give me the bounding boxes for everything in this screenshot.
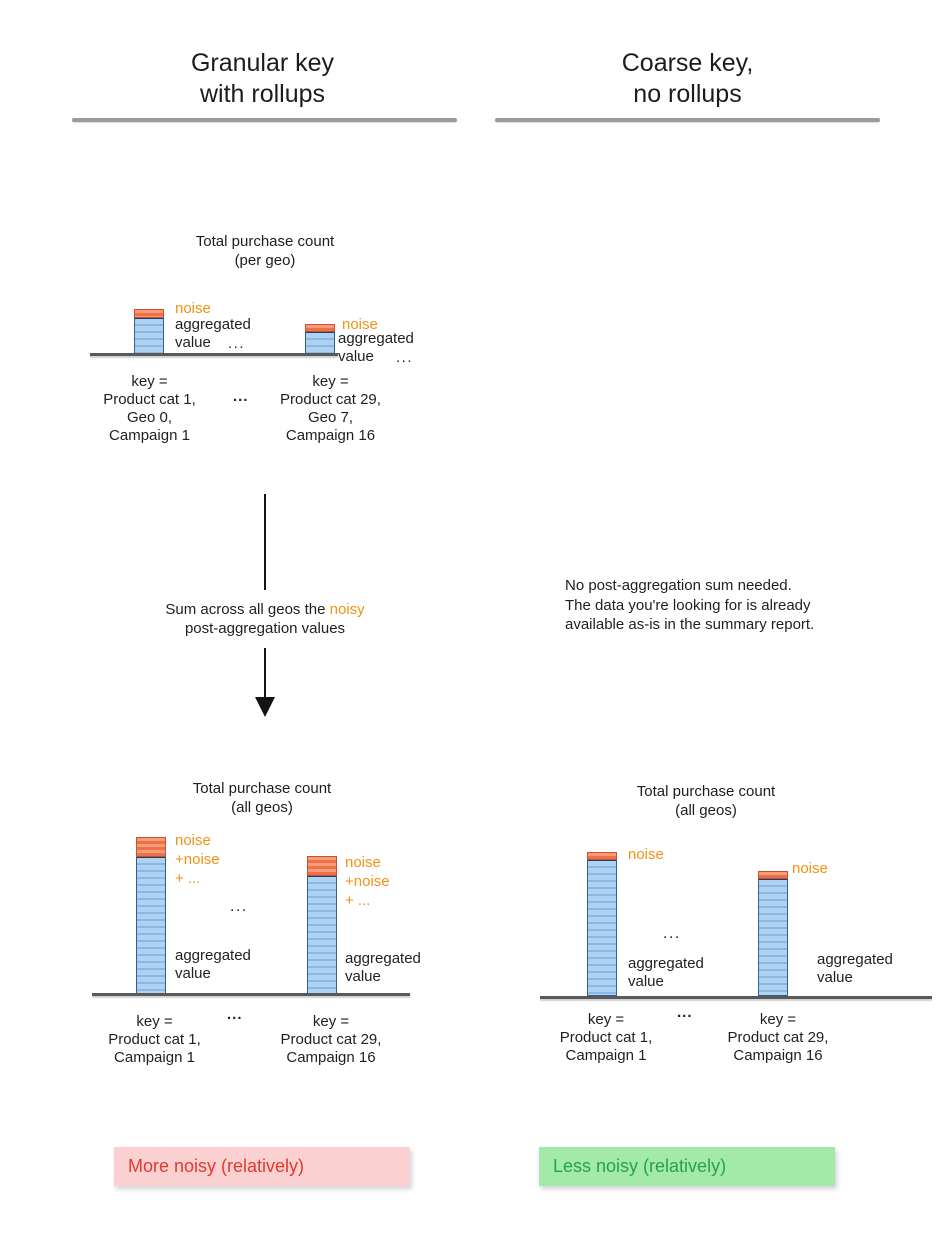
coarse-keys-ellipsis: ... [677, 1004, 693, 1021]
coarse-key1-label: key = Product cat 1, Campaign 1 [559, 1011, 653, 1064]
rollup-bar2-value-segment [307, 876, 337, 995]
header-underline-right [495, 118, 880, 122]
down-arrow-head-icon [255, 697, 275, 717]
per-geo-bar2-noise-segment [305, 324, 335, 332]
rollup-midbars-ellipsis: ... [230, 898, 248, 915]
per-geo-chart-title: Total purchase count (per geo) [195, 233, 335, 269]
per-geo-bar2-aggregated-label: aggregated value [338, 330, 414, 365]
per-geo-bar1-value-segment [134, 318, 164, 354]
coarse-bar2-value-segment [758, 879, 788, 996]
coarse-bar2-noise-segment [758, 871, 788, 879]
rollup-bar2-noise-segment [307, 856, 337, 876]
rollup-bar1-noise-label: noise +noise + ... [175, 832, 220, 887]
column-header-left: Granular key with rollups [190, 49, 335, 108]
sum-step-label-line2: post-aggregation values [184, 620, 346, 637]
sum-step-label-black: Sum across all geos the [165, 601, 330, 618]
per-geo-keys-ellipsis: ... [233, 388, 249, 405]
rollup-key1-label: key = Product cat 1, Campaign 1 [108, 1013, 201, 1066]
per-geo-bar2-value-segment [305, 332, 335, 354]
per-geo-key2-label: key = Product cat 29, Geo 7, Campaign 16 [280, 373, 381, 444]
coarse-chart-title: Total purchase count (all geos) [636, 783, 776, 819]
coarse-bar2-noise-label: noise [792, 860, 828, 877]
no-sum-needed-note: No post-aggregation sum needed. The data… [565, 577, 815, 633]
rollup-chart-title: Total purchase count (all geos) [192, 780, 332, 816]
rollup-bar1-aggregated-label: aggregated value [175, 947, 251, 982]
header-underline-left [72, 118, 457, 122]
rollup-bar2-noise-label: noise +noise + ... [345, 854, 390, 909]
rollup-bar1-noise-segment [136, 837, 166, 857]
per-geo-bar1-ellipsis: ... [228, 335, 246, 352]
per-geo-key1-label: key = Product cat 1, Geo 0, Campaign 1 [103, 373, 196, 444]
per-geo-bar1-aggregated-label: aggregated value [175, 316, 251, 351]
per-geo-bar1-noise-segment [134, 309, 164, 318]
coarse-key2-label: key = Product cat 29, Campaign 16 [727, 1011, 829, 1064]
per-geo-bar2-noise-label: noise [342, 316, 378, 333]
per-geo-axis-baseline [90, 353, 338, 356]
less-noisy-badge: Less noisy (relatively) [539, 1147, 835, 1186]
coarse-bar1-aggregated-label: aggregated value [628, 955, 704, 990]
rollup-axis-baseline [92, 993, 410, 996]
sum-step-label-line1: Sum across all geos the noisy [115, 600, 415, 619]
coarse-midbars-ellipsis: ... [663, 925, 681, 942]
rollup-bar2-aggregated-label: aggregated value [345, 950, 421, 985]
rollup-key2-label: key = Product cat 29, Campaign 16 [280, 1013, 382, 1066]
coarse-bar1-value-segment [587, 860, 617, 996]
coarse-bar1-noise-segment [587, 852, 617, 860]
per-geo-bar2-ellipsis: ... [396, 349, 414, 366]
coarse-bar2-aggregated-label: aggregated value [817, 951, 893, 986]
coarse-bar1-noise-label: noise [628, 846, 664, 863]
column-header-right: Coarse key, no rollups [621, 49, 754, 108]
rollup-keys-ellipsis: ... [227, 1006, 243, 1023]
per-geo-bar1-noise-label: noise [175, 300, 211, 317]
down-arrow-upper-line [264, 494, 266, 590]
more-noisy-badge: More noisy (relatively) [114, 1147, 410, 1186]
coarse-axis-baseline [540, 996, 932, 999]
rollup-bar1-value-segment [136, 857, 166, 995]
down-arrow-lower-line [264, 648, 266, 698]
sum-step-label-noisy: noisy [329, 601, 365, 618]
